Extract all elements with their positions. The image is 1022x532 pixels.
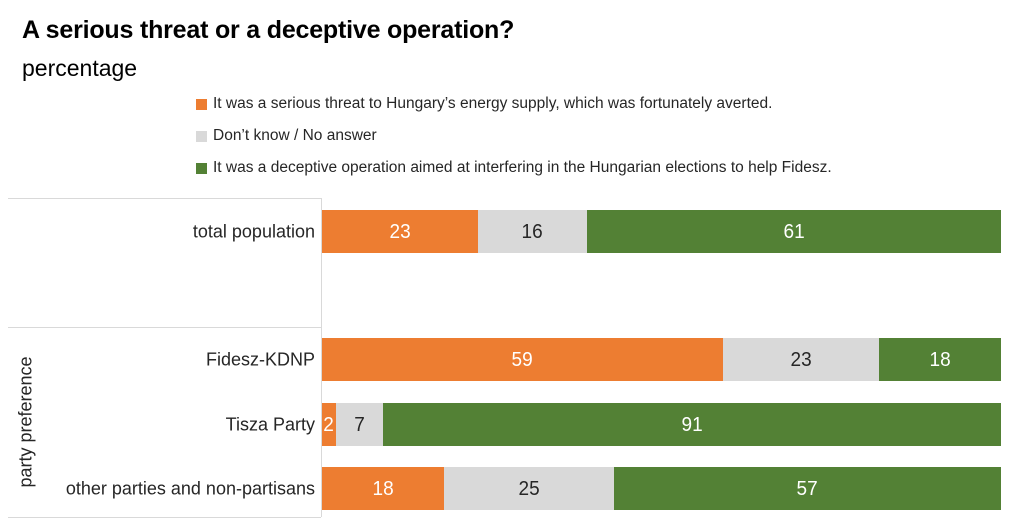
legend-swatch-icon: [196, 98, 207, 110]
bar-row: 2 7 91: [322, 403, 1001, 446]
legend-label: It was a deceptive operation aimed at in…: [213, 159, 832, 176]
chart-subtitle: percentage: [22, 55, 138, 81]
legend-swatch-icon: [196, 130, 207, 142]
bar-segment: 23: [322, 210, 479, 253]
bar-segment: 25: [444, 467, 614, 510]
category-axis-line: [321, 198, 322, 517]
bar-segment: 23: [722, 338, 879, 381]
bar-segment: 61: [586, 210, 1001, 253]
legend-item: Don’t know / No answer: [196, 120, 832, 152]
category-label: other parties and non-partisans: [65, 478, 315, 498]
bar-segment: 16: [478, 210, 587, 253]
legend-label: It was a serious threat to Hungary’s ene…: [213, 95, 773, 112]
category-label: Fidesz-KDNP: [205, 349, 315, 369]
bar-row: 23 16 61: [322, 210, 1001, 253]
bar-row: 18 25 57: [322, 467, 1001, 510]
bar-value-label: 91: [681, 413, 703, 436]
legend-item: It was a deceptive operation aimed at in…: [196, 152, 832, 184]
legend-item: It was a serious threat to Hungary’s ene…: [196, 88, 832, 120]
bar-value-label: 23: [790, 348, 812, 371]
bar-row: 59 23 18: [322, 338, 1001, 381]
legend-swatch-icon: [196, 162, 207, 174]
bar-value-label: 18: [372, 477, 394, 500]
axis-separator-bottom: [8, 517, 321, 518]
bar-value-label: 57: [796, 477, 819, 500]
bar-segment: 57: [613, 467, 1001, 510]
bar-value-label: 16: [521, 220, 544, 243]
chart-title: A serious threat or a deceptive operatio…: [22, 16, 515, 44]
bar-segment: 18: [878, 338, 1001, 381]
bar-value-label: 23: [389, 220, 411, 243]
bar-value-label: 18: [929, 348, 951, 371]
bar-segment: 59: [322, 338, 723, 381]
legend: It was a serious threat to Hungary’s ene…: [196, 88, 832, 184]
bar-value-label: 59: [511, 348, 533, 371]
bar-value-label: 61: [783, 220, 805, 243]
bar-value-label: 2: [323, 413, 335, 436]
bar-segment: 2: [322, 403, 336, 446]
category-label: total population: [192, 221, 315, 241]
bar-value-label: 7: [354, 413, 365, 436]
bar-segment: 7: [335, 403, 384, 446]
group-axis-label: party preference: [15, 356, 36, 488]
axis-separator-top: [8, 198, 321, 199]
legend-label: Don’t know / No answer: [213, 127, 377, 144]
axis-separator-middle: [8, 327, 321, 328]
bar-value-label: 25: [518, 477, 540, 500]
category-label: Tisza Party: [225, 414, 315, 434]
bar-segment: 18: [322, 467, 445, 510]
bar-segment: 91: [383, 403, 1001, 446]
